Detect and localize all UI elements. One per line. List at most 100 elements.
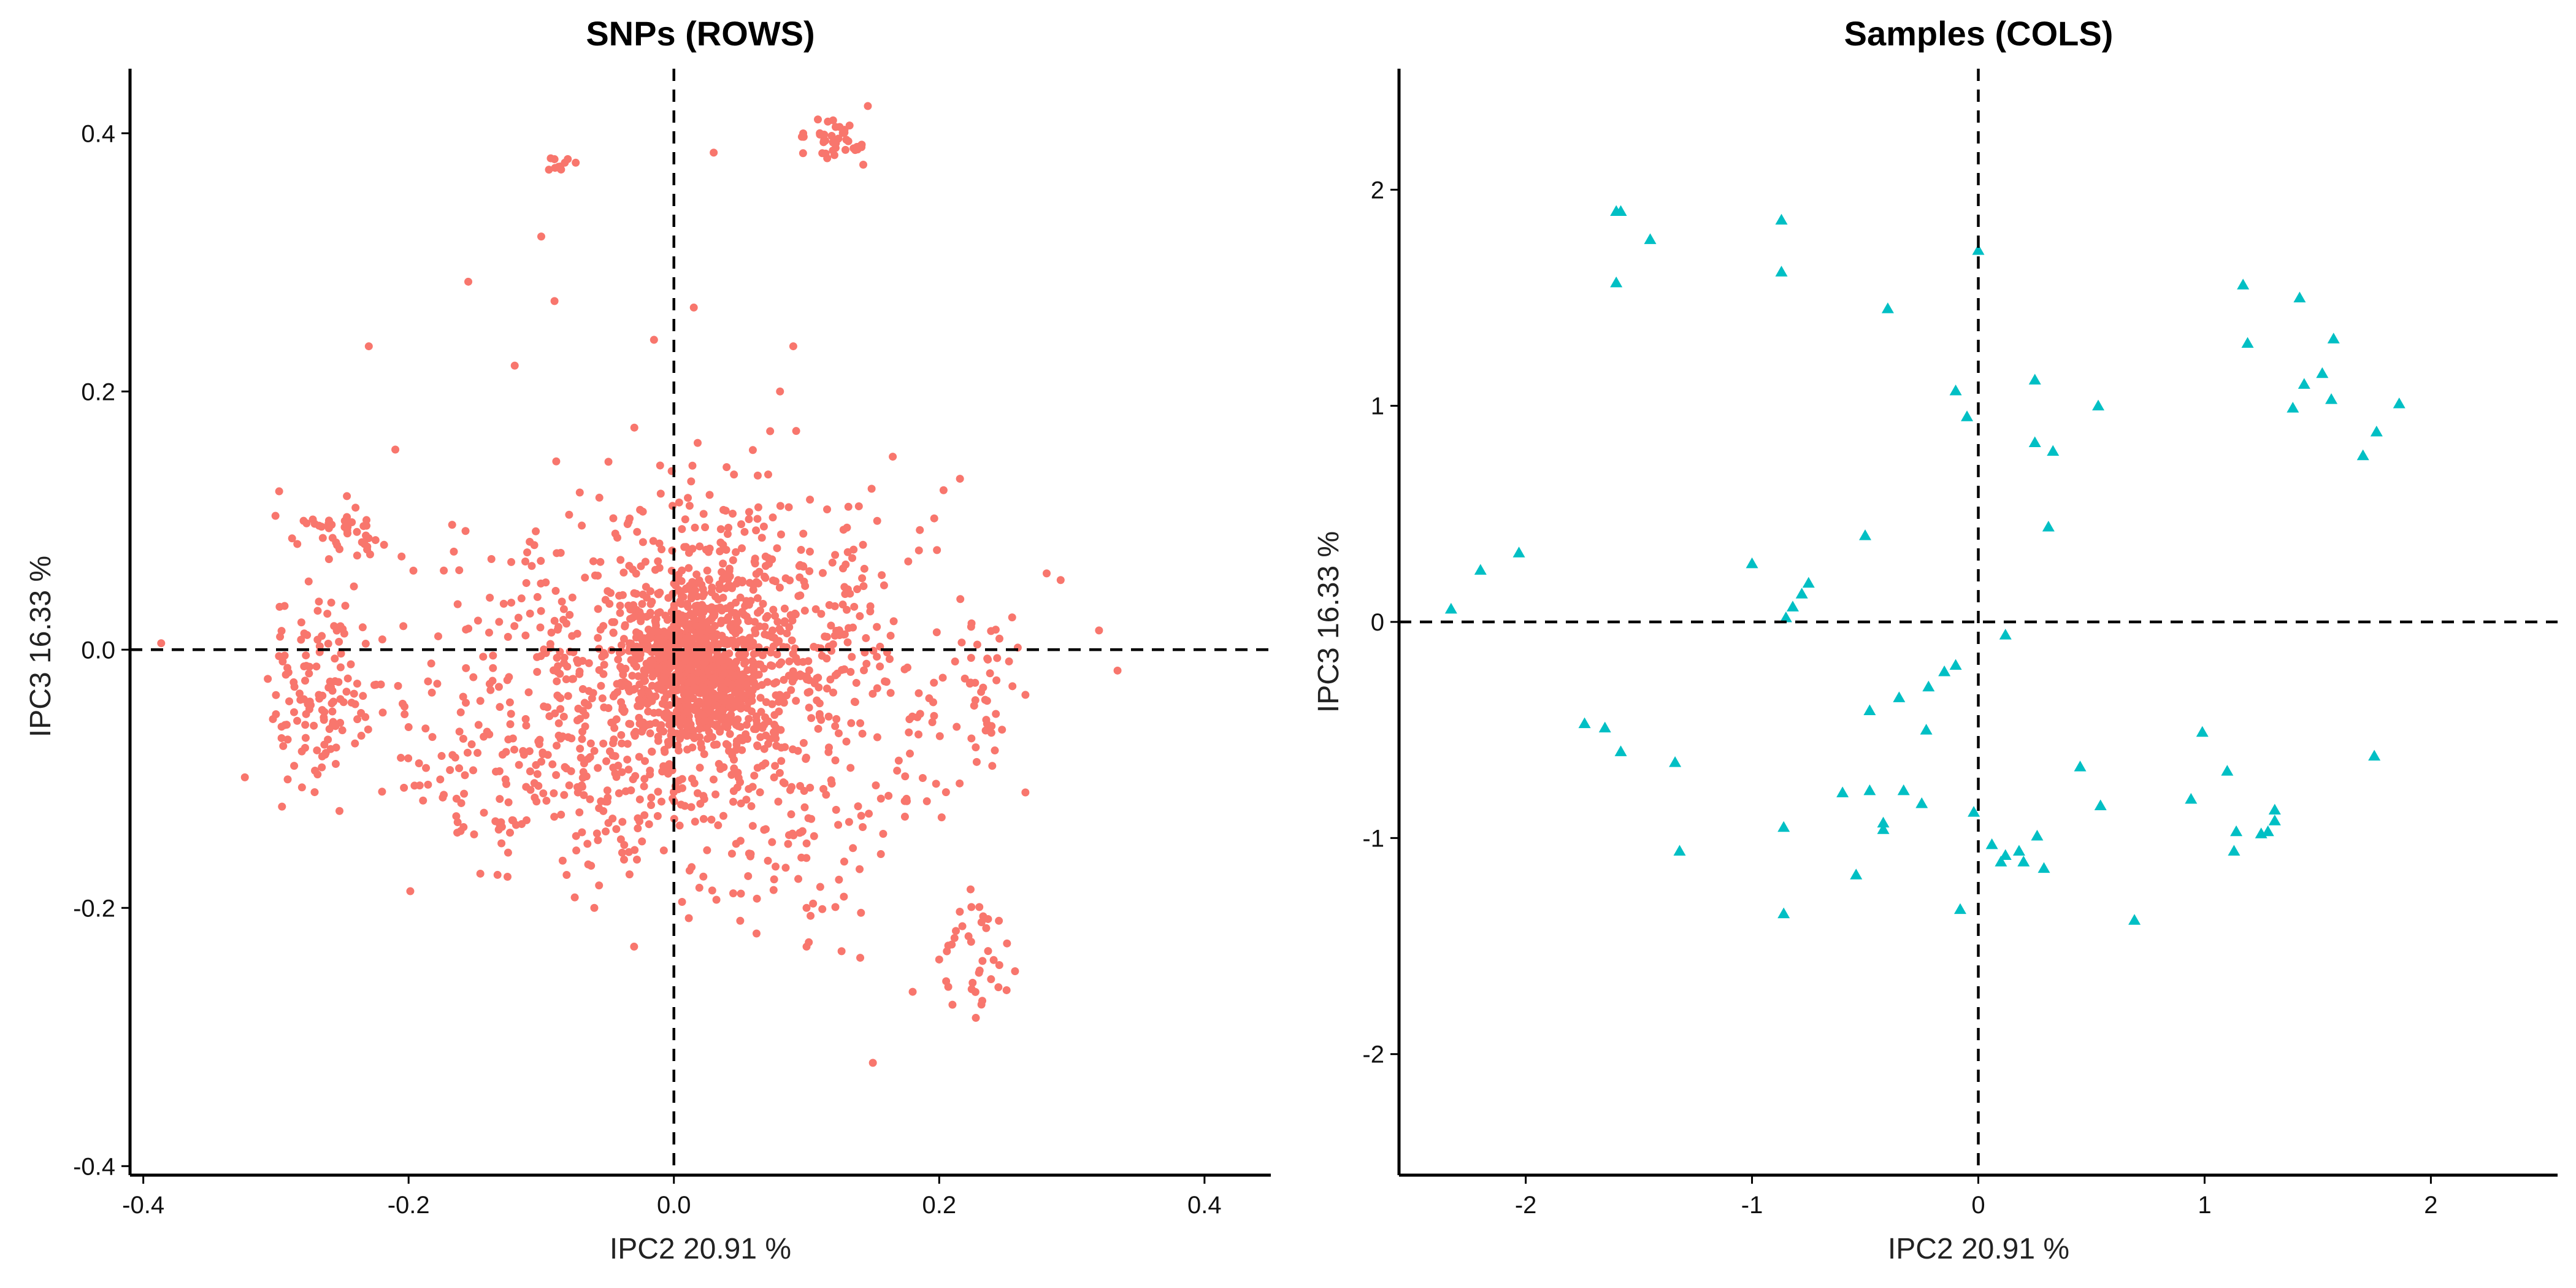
snp-point xyxy=(708,662,717,671)
snp-point xyxy=(751,618,759,626)
snp-point xyxy=(854,502,863,510)
snp-point xyxy=(683,745,692,754)
snp-point xyxy=(914,730,923,739)
snp-point xyxy=(723,463,731,472)
snp-point xyxy=(788,636,796,645)
snp-point xyxy=(856,612,864,621)
snp-point xyxy=(338,726,347,735)
snp-point xyxy=(991,746,999,755)
snp-point xyxy=(905,728,913,737)
snp-point xyxy=(860,564,868,573)
sample-point xyxy=(1779,611,1792,623)
snp-point xyxy=(507,710,515,718)
x-tick-label: 0.2 xyxy=(922,1192,956,1219)
snp-point xyxy=(729,556,737,564)
snp-point xyxy=(656,461,664,470)
snp-point xyxy=(428,733,437,742)
snp-point xyxy=(502,780,511,788)
sample-point xyxy=(2287,402,2299,413)
snp-point xyxy=(661,748,669,756)
snp-point xyxy=(623,740,632,748)
snp-point xyxy=(521,558,530,566)
snp-point xyxy=(476,697,485,705)
snp-point xyxy=(519,747,527,756)
snp-point xyxy=(675,821,684,830)
snp-point xyxy=(873,516,881,525)
snp-point xyxy=(979,683,987,692)
snp-point xyxy=(810,832,818,840)
snp-point xyxy=(981,696,989,704)
x-tick-label: 2 xyxy=(2424,1192,2437,1219)
snp-point xyxy=(753,764,762,772)
sample-point xyxy=(1863,704,1876,715)
snp-point xyxy=(612,825,621,834)
snp-point xyxy=(900,665,909,673)
snp-point xyxy=(674,701,683,710)
snp-point xyxy=(727,710,735,719)
snp-point xyxy=(335,807,343,815)
sample-point xyxy=(1985,838,1998,849)
snp-point xyxy=(476,869,485,878)
snp-point xyxy=(580,791,588,799)
snp-point xyxy=(370,681,378,689)
snp-point xyxy=(522,579,531,588)
snp-point xyxy=(669,686,678,695)
snp-point xyxy=(692,570,701,579)
snp-point xyxy=(937,813,946,822)
snp-point xyxy=(749,638,757,647)
snp-point xyxy=(496,703,504,711)
snp-point xyxy=(878,571,886,580)
x-tick-label: -1 xyxy=(1741,1192,1763,1219)
snp-point xyxy=(1002,986,1011,994)
snp-point xyxy=(347,699,356,707)
snp-point xyxy=(711,790,720,799)
snp-point xyxy=(995,634,1004,643)
snp-point xyxy=(700,749,708,758)
snp-point xyxy=(749,725,758,734)
snp-point xyxy=(594,634,602,642)
snp-point xyxy=(708,733,716,742)
snp-point xyxy=(950,933,959,942)
snp-point xyxy=(849,844,857,853)
snp-point xyxy=(638,837,646,846)
snp-point xyxy=(747,802,756,810)
snp-point xyxy=(713,691,722,700)
snp-point xyxy=(1021,691,1030,699)
snp-point xyxy=(922,797,931,805)
snp-point xyxy=(624,601,633,610)
snp-point xyxy=(397,754,405,762)
snp-point xyxy=(638,507,647,516)
snp-point xyxy=(505,673,513,681)
snp-point xyxy=(760,826,769,834)
sample-point xyxy=(1938,665,1951,677)
snp-point xyxy=(616,601,624,610)
snp-point xyxy=(537,579,545,588)
snp-point xyxy=(404,723,413,732)
snp-point xyxy=(632,855,641,864)
sample-point xyxy=(1949,659,1962,670)
snp-point xyxy=(977,1000,986,1009)
snp-point xyxy=(343,492,351,500)
snp-point xyxy=(504,632,512,641)
snp-point xyxy=(302,710,310,718)
snp-point xyxy=(901,772,910,781)
snp-point xyxy=(602,827,610,836)
scatter-points xyxy=(1444,205,2405,925)
snp-point xyxy=(683,642,691,650)
sample-point xyxy=(1859,529,1872,540)
snp-point xyxy=(638,600,646,608)
snp-point xyxy=(726,730,734,738)
snp-point xyxy=(862,634,870,642)
snp-point xyxy=(682,634,691,643)
snp-point xyxy=(773,544,781,553)
snp-point xyxy=(734,618,742,626)
snp-point xyxy=(630,942,638,951)
sample-point xyxy=(2028,436,2041,448)
snp-point xyxy=(748,657,757,665)
snp-point xyxy=(708,886,716,895)
snp-point xyxy=(691,706,699,715)
snp-point xyxy=(617,730,626,739)
snp-point xyxy=(758,724,767,732)
snp-point xyxy=(527,562,536,570)
snp-point xyxy=(682,600,691,608)
